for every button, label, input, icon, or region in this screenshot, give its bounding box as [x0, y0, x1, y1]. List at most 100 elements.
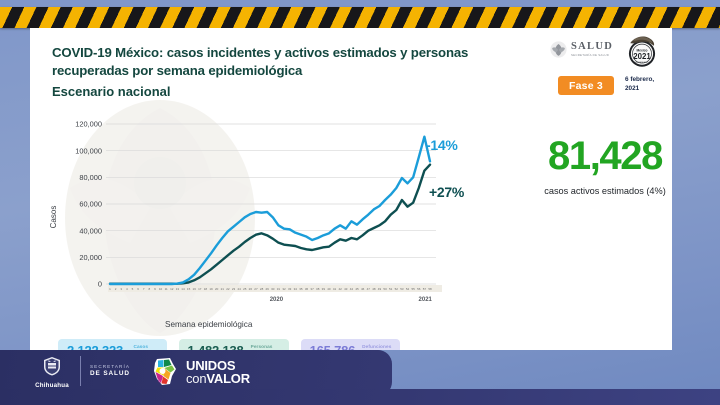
- week-tick-label: 4: [126, 287, 128, 291]
- stats-row: 2,122,323, Casosestimados 1,482,138 Pers…: [58, 339, 401, 350]
- week-tick-label: 41: [333, 287, 337, 291]
- mexico-2021-seal: México 2021 INDEPENDENCIA: [628, 36, 656, 67]
- bottom-bar: [0, 389, 720, 405]
- stat-label: Defuncionesconfirmadas: [362, 344, 392, 350]
- week-tick-label: 19: [209, 287, 213, 291]
- eagle-icon: [550, 41, 567, 58]
- unidos-word: UNIDOS: [186, 357, 236, 373]
- week-tick-label: 16: [193, 287, 197, 291]
- x-year-label: 2021: [419, 297, 433, 303]
- y-tick-label: 120,000: [75, 120, 102, 129]
- salud-subtitle: SECRETARÍA DE SALUD: [571, 53, 610, 58]
- y-tick-label: 20,000: [79, 253, 102, 262]
- week-tick-label: 13: [176, 287, 180, 291]
- week-tick-label: 39: [322, 287, 326, 291]
- annotation-teal-pct: +27%: [429, 184, 464, 200]
- fase-badge: Fase 3: [558, 76, 614, 95]
- y-tick-label: 60,000: [79, 200, 102, 209]
- week-tick-label: 10: [159, 287, 163, 291]
- shield-icon: [44, 357, 60, 376]
- annotation-blue-pct: -14%: [426, 137, 458, 153]
- chart-line: [108, 163, 432, 285]
- week-tick-label: 28: [260, 287, 264, 291]
- week-tick-label: 52: [395, 287, 399, 291]
- week-tick-label: 34: [294, 287, 298, 291]
- stat-defunciones-confirmadas: 165,786 Defuncionesconfirmadas: [300, 339, 401, 350]
- epidemic-curve-chart: 020,00040,00060,00080,000100,000120,000 …: [49, 120, 442, 303]
- week-tick-label: 3: [120, 287, 122, 291]
- week-tick-label: 15: [187, 287, 191, 291]
- week-tick-label: 9: [154, 287, 156, 291]
- week-tick-label: 38: [316, 287, 320, 291]
- active-cases-caption: casos activos estimados (4%): [544, 186, 666, 196]
- con-valor-word: conVALOR: [186, 372, 250, 385]
- week-tick-label: 30: [271, 287, 275, 291]
- week-tick-label: 49: [378, 287, 382, 291]
- week-tick-label: 22: [226, 287, 230, 291]
- week-tick-label: 55: [411, 287, 415, 291]
- y-tick-label: 100,000: [75, 146, 102, 155]
- week-tick-label: 26: [249, 287, 253, 291]
- y-tick-label: 80,000: [79, 173, 102, 182]
- week-tick-label: 33: [288, 287, 292, 291]
- week-tick-label: 5: [132, 287, 134, 291]
- week-tick-label: 54: [406, 287, 410, 291]
- week-tick-label: 50: [383, 287, 387, 291]
- week-tick-label: 14: [181, 287, 185, 291]
- stat-personas-recuperadas: 1,482,138 Personasrecuperadas: [178, 339, 289, 350]
- week-tick-label: 53: [400, 287, 404, 291]
- week-tick-label: 12: [170, 287, 174, 291]
- hazard-stripe-banner: [0, 7, 720, 28]
- week-tick-label: 36: [305, 287, 309, 291]
- active-cases-value: 81,428: [548, 134, 663, 178]
- week-tick-label: 7: [143, 287, 145, 291]
- week-tick-label: 56: [417, 287, 421, 291]
- week-tick-label: 18: [204, 287, 208, 291]
- chihuahua-logo: Chihuahua GOBIERNO DEL ESTADO: [34, 356, 70, 392]
- week-tick-label: 11: [165, 287, 168, 291]
- week-tick-label: 51: [389, 287, 393, 291]
- week-tick-label: 23: [232, 287, 236, 291]
- week-tick-label: 1: [109, 287, 111, 291]
- valor-word: VALOR: [206, 371, 250, 386]
- secretaria-line-1: SECRETARÍA: [90, 364, 131, 369]
- stat-label: Casosestimados: [133, 344, 149, 350]
- week-tick-label: 44: [350, 287, 354, 291]
- week-tick-label: 2: [115, 287, 117, 291]
- week-tick-label: 43: [344, 287, 348, 291]
- chart-line: [108, 135, 432, 286]
- week-tick-label: 27: [254, 287, 258, 291]
- svg-text:INDEPENDENCIA: INDEPENDENCIA: [634, 61, 651, 64]
- week-tick-label: 8: [148, 287, 150, 291]
- week-tick-label: 57: [423, 287, 427, 291]
- con-word: con: [186, 371, 207, 386]
- week-tick-label: 29: [266, 287, 270, 291]
- week-tick-label: 25: [243, 287, 247, 291]
- week-tick-label: 40: [327, 287, 331, 291]
- x-axis-label: Semana epidemiológica: [165, 320, 253, 329]
- week-tick-label: 42: [339, 287, 343, 291]
- week-tick-label: 58: [428, 287, 432, 291]
- svg-text:2021: 2021: [633, 52, 651, 61]
- date-label: 6 febrero, 2021: [625, 76, 655, 92]
- svg-text:México: México: [636, 49, 647, 53]
- footer-divider: [80, 356, 81, 386]
- salud-logo: SALUD SECRETARÍA DE SALUD: [550, 41, 613, 58]
- week-tick-label: 20: [215, 287, 219, 291]
- stat-number: 2,122,323,: [67, 343, 127, 350]
- stat-number: 1,482,138: [188, 343, 244, 350]
- week-tick-label: 31: [277, 287, 281, 291]
- secretaria-line-2: DE SALUD: [90, 370, 130, 378]
- y-axis-label: Casos: [49, 206, 58, 229]
- week-tick-label: 37: [310, 287, 314, 291]
- week-tick-label: 45: [355, 287, 359, 291]
- stat-label: Personasrecuperadas: [250, 344, 273, 350]
- week-tick-label: 47: [367, 287, 371, 291]
- stat-casos-estimados: 2,122,323, Casosestimados: [58, 339, 167, 350]
- salud-wordmark: SALUD: [571, 41, 614, 53]
- chihuahua-map-icon: [154, 358, 176, 385]
- stat-number: 165,786: [310, 343, 356, 350]
- chihuahua-name: Chihuahua: [35, 382, 69, 389]
- x-axis-strip: [108, 285, 442, 292]
- footer-bar: [0, 350, 392, 396]
